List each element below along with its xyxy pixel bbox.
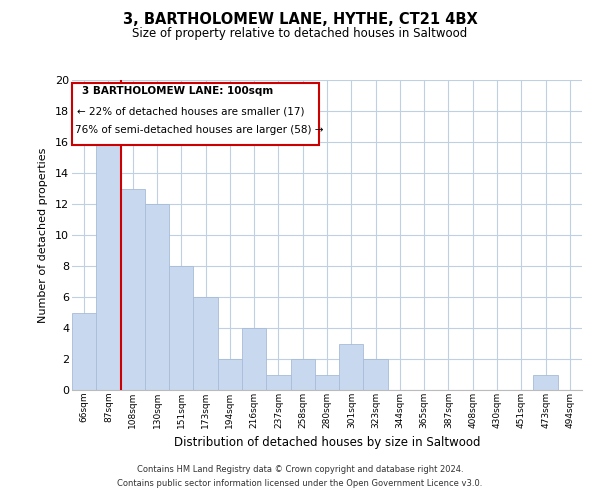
- Text: 3, BARTHOLOMEW LANE, HYTHE, CT21 4BX: 3, BARTHOLOMEW LANE, HYTHE, CT21 4BX: [122, 12, 478, 28]
- Bar: [218, 359, 242, 390]
- Bar: [145, 204, 169, 390]
- Bar: [169, 266, 193, 390]
- Y-axis label: Number of detached properties: Number of detached properties: [38, 148, 48, 322]
- Bar: [364, 359, 388, 390]
- Text: Contains HM Land Registry data © Crown copyright and database right 2024.
Contai: Contains HM Land Registry data © Crown c…: [118, 466, 482, 487]
- Bar: [193, 297, 218, 390]
- Text: 76% of semi-detached houses are larger (58) →: 76% of semi-detached houses are larger (…: [74, 125, 323, 135]
- X-axis label: Distribution of detached houses by size in Saltwood: Distribution of detached houses by size …: [174, 436, 480, 449]
- Text: 3 BARTHOLOMEW LANE: 100sqm: 3 BARTHOLOMEW LANE: 100sqm: [82, 86, 274, 96]
- Bar: [339, 344, 364, 390]
- Bar: [96, 142, 121, 390]
- Bar: [121, 188, 145, 390]
- Bar: [533, 374, 558, 390]
- Bar: [266, 374, 290, 390]
- Text: ← 22% of detached houses are smaller (17): ← 22% of detached houses are smaller (17…: [77, 106, 305, 117]
- FancyBboxPatch shape: [72, 83, 319, 145]
- Bar: [290, 359, 315, 390]
- Bar: [72, 312, 96, 390]
- Bar: [315, 374, 339, 390]
- Text: Size of property relative to detached houses in Saltwood: Size of property relative to detached ho…: [133, 28, 467, 40]
- Bar: [242, 328, 266, 390]
